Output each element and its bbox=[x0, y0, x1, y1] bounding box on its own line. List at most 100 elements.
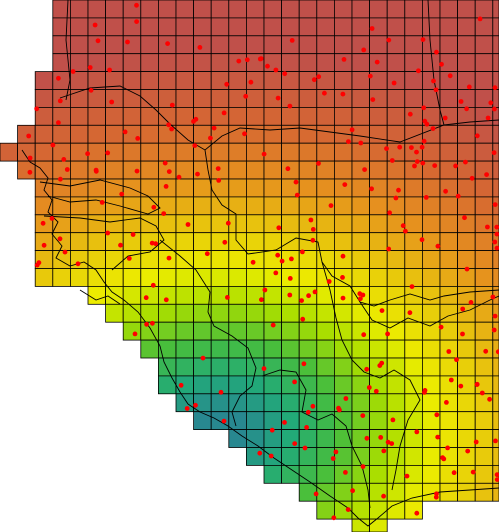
station-dot bbox=[40, 220, 46, 226]
grid-cell bbox=[122, 71, 142, 90]
station-dot bbox=[57, 236, 63, 242]
station-dot bbox=[350, 488, 355, 494]
station-dot bbox=[178, 382, 184, 388]
grid-cell bbox=[281, 321, 300, 341]
grid-cell bbox=[175, 303, 195, 323]
grid-cell bbox=[298, 35, 318, 55]
grid-cell bbox=[245, 429, 265, 448]
grid-cell bbox=[369, 250, 388, 269]
grid-cell bbox=[333, 178, 353, 198]
grid-cell bbox=[316, 357, 335, 377]
grid-cell bbox=[228, 178, 247, 198]
station-dot bbox=[195, 171, 200, 177]
grid-cell bbox=[333, 375, 353, 395]
grid-cell bbox=[421, 196, 441, 216]
grid-cell bbox=[457, 393, 476, 413]
station-dot bbox=[385, 331, 390, 337]
station-dot bbox=[358, 140, 364, 146]
border-line bbox=[59, 85, 499, 151]
station-dot bbox=[262, 287, 268, 293]
station-dot bbox=[34, 262, 40, 268]
grid-cell bbox=[52, 232, 71, 251]
border-line bbox=[65, 0, 71, 101]
grid-cell bbox=[386, 268, 406, 287]
grid-cell bbox=[457, 17, 476, 37]
station-dot bbox=[340, 295, 346, 301]
grid-cell bbox=[228, 196, 247, 216]
grid-cell bbox=[351, 124, 371, 144]
grid-cell bbox=[87, 250, 107, 269]
station-dot bbox=[400, 223, 406, 229]
grid-cell bbox=[333, 357, 353, 377]
grid-cell bbox=[492, 268, 499, 287]
grid-cell bbox=[439, 178, 459, 198]
grid-cell bbox=[386, 107, 406, 126]
station-dot bbox=[257, 56, 263, 62]
grid-cell bbox=[474, 214, 494, 234]
grid-cell bbox=[369, 107, 388, 126]
grid-cell bbox=[386, 142, 406, 162]
grid-cell bbox=[263, 464, 283, 484]
station-dot bbox=[149, 240, 155, 246]
grid-cell bbox=[140, 0, 159, 19]
grid-cell bbox=[457, 232, 476, 251]
grid-cell bbox=[245, 447, 265, 466]
station-dot bbox=[151, 204, 157, 210]
station-dot bbox=[269, 427, 275, 433]
grid-cell bbox=[193, 339, 212, 359]
station-dot bbox=[225, 295, 230, 300]
grid-cell bbox=[369, 321, 388, 341]
station-dot bbox=[333, 449, 339, 455]
station-dot bbox=[484, 172, 489, 178]
station-dot bbox=[492, 313, 498, 319]
grid-cell bbox=[316, 53, 335, 73]
grid-cell bbox=[316, 250, 335, 269]
grid-cell bbox=[298, 17, 318, 37]
station-dot bbox=[479, 390, 485, 396]
grid-cell bbox=[87, 124, 107, 144]
grid-cell bbox=[316, 500, 335, 520]
station-dot bbox=[374, 59, 380, 65]
station-dot bbox=[310, 227, 316, 232]
grid-cell bbox=[245, 339, 265, 359]
grid-cell bbox=[263, 124, 283, 144]
grid-cell bbox=[316, 0, 335, 19]
grid-cell bbox=[404, 17, 423, 37]
grid-cell bbox=[122, 178, 142, 198]
station-dot bbox=[361, 47, 367, 53]
grid-cell bbox=[70, 0, 89, 19]
grid-cell bbox=[351, 375, 371, 395]
grid-cell bbox=[263, 0, 283, 19]
grid-cell bbox=[351, 196, 371, 216]
station-dot bbox=[458, 383, 464, 389]
station-dot bbox=[125, 39, 130, 45]
grid-cell bbox=[281, 0, 300, 19]
grid-cell bbox=[245, 303, 265, 323]
grid-cell bbox=[333, 17, 353, 37]
grid-cell bbox=[263, 142, 283, 162]
grid-cell bbox=[369, 393, 388, 413]
station-dot bbox=[169, 126, 175, 132]
grid-cell bbox=[157, 71, 177, 90]
grid-cell bbox=[228, 250, 247, 269]
grid-cell bbox=[298, 482, 318, 502]
grid-cell bbox=[87, 142, 107, 162]
grid-cell bbox=[70, 142, 89, 162]
grid-cell bbox=[351, 464, 371, 484]
station-dot bbox=[409, 145, 414, 151]
border-line bbox=[79, 289, 121, 305]
grid-cell bbox=[52, 250, 71, 269]
grid-cell bbox=[369, 232, 388, 251]
grid-cell bbox=[52, 268, 71, 287]
grid-cell bbox=[210, 250, 230, 269]
station-dot bbox=[433, 494, 439, 500]
station-dot bbox=[369, 186, 374, 192]
grid-cell bbox=[298, 393, 318, 413]
grid-cell bbox=[175, 232, 195, 251]
grid-cell bbox=[228, 339, 247, 359]
station-dot bbox=[289, 38, 295, 43]
grid-cell bbox=[457, 89, 476, 108]
grid-cell bbox=[193, 89, 212, 108]
grid-cell bbox=[17, 124, 36, 144]
grid-cell bbox=[34, 232, 54, 251]
